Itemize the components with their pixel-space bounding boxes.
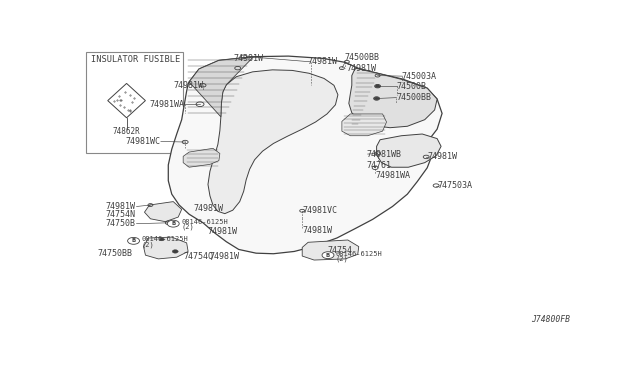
Polygon shape <box>143 237 188 259</box>
Text: 74500BB: 74500BB <box>396 93 431 102</box>
Text: 74862R: 74862R <box>113 126 140 135</box>
Polygon shape <box>168 56 442 254</box>
Text: 74754N: 74754N <box>106 210 136 219</box>
Text: 74981W: 74981W <box>193 204 223 213</box>
Text: 74981WC: 74981WC <box>125 137 161 146</box>
Text: 74750BB: 74750BB <box>97 249 132 258</box>
Circle shape <box>326 254 330 257</box>
Text: (2): (2) <box>181 224 194 230</box>
Text: B: B <box>171 221 175 226</box>
Text: 74981WA: 74981WA <box>375 171 410 180</box>
Text: 74981W: 74981W <box>307 57 337 66</box>
Text: 74500BB: 74500BB <box>344 53 380 62</box>
Polygon shape <box>302 240 359 260</box>
Polygon shape <box>342 114 387 136</box>
Text: 747503A: 747503A <box>437 181 472 190</box>
Polygon shape <box>376 134 441 167</box>
Text: B: B <box>131 238 136 243</box>
Text: INSULATOR FUSIBLE: INSULATOR FUSIBLE <box>91 55 180 64</box>
Text: 08146-6125H: 08146-6125H <box>336 251 383 257</box>
Text: 74981W: 74981W <box>173 81 203 90</box>
Text: 74981W: 74981W <box>208 227 238 236</box>
Text: B: B <box>326 253 330 258</box>
Circle shape <box>171 222 176 225</box>
Text: 08146-6125H: 08146-6125H <box>141 237 188 243</box>
Text: 74750B: 74750B <box>106 219 136 228</box>
Text: J74800FB: J74800FB <box>531 315 570 324</box>
Text: 74981WB: 74981WB <box>367 150 402 158</box>
Text: 745003A: 745003A <box>401 72 436 81</box>
Circle shape <box>172 250 178 253</box>
Circle shape <box>322 252 334 259</box>
Polygon shape <box>145 202 182 222</box>
Text: 74981W: 74981W <box>302 226 332 235</box>
Circle shape <box>167 220 179 227</box>
Text: (2): (2) <box>336 255 349 262</box>
Text: 74500B: 74500B <box>396 82 426 91</box>
Text: 74981WA: 74981WA <box>149 100 184 109</box>
Circle shape <box>127 237 140 244</box>
Circle shape <box>159 238 164 241</box>
Text: 74981W: 74981W <box>428 153 457 161</box>
Text: 74761: 74761 <box>367 161 392 170</box>
Circle shape <box>375 85 380 88</box>
Bar <box>86 52 182 154</box>
Polygon shape <box>183 148 220 167</box>
Text: 74981VC: 74981VC <box>302 206 337 215</box>
Text: 74754Q: 74754Q <box>183 251 213 260</box>
Polygon shape <box>208 70 338 214</box>
Text: 74981W: 74981W <box>106 202 136 211</box>
Text: 08146-6125H: 08146-6125H <box>181 219 228 225</box>
Polygon shape <box>189 57 253 117</box>
Polygon shape <box>349 68 437 128</box>
Text: (2): (2) <box>141 241 154 247</box>
Text: 74981W: 74981W <box>210 251 240 260</box>
Text: 74981W: 74981W <box>347 64 377 74</box>
Circle shape <box>374 97 379 100</box>
Text: 74754: 74754 <box>327 246 352 255</box>
Text: 74981W: 74981W <box>234 54 264 64</box>
